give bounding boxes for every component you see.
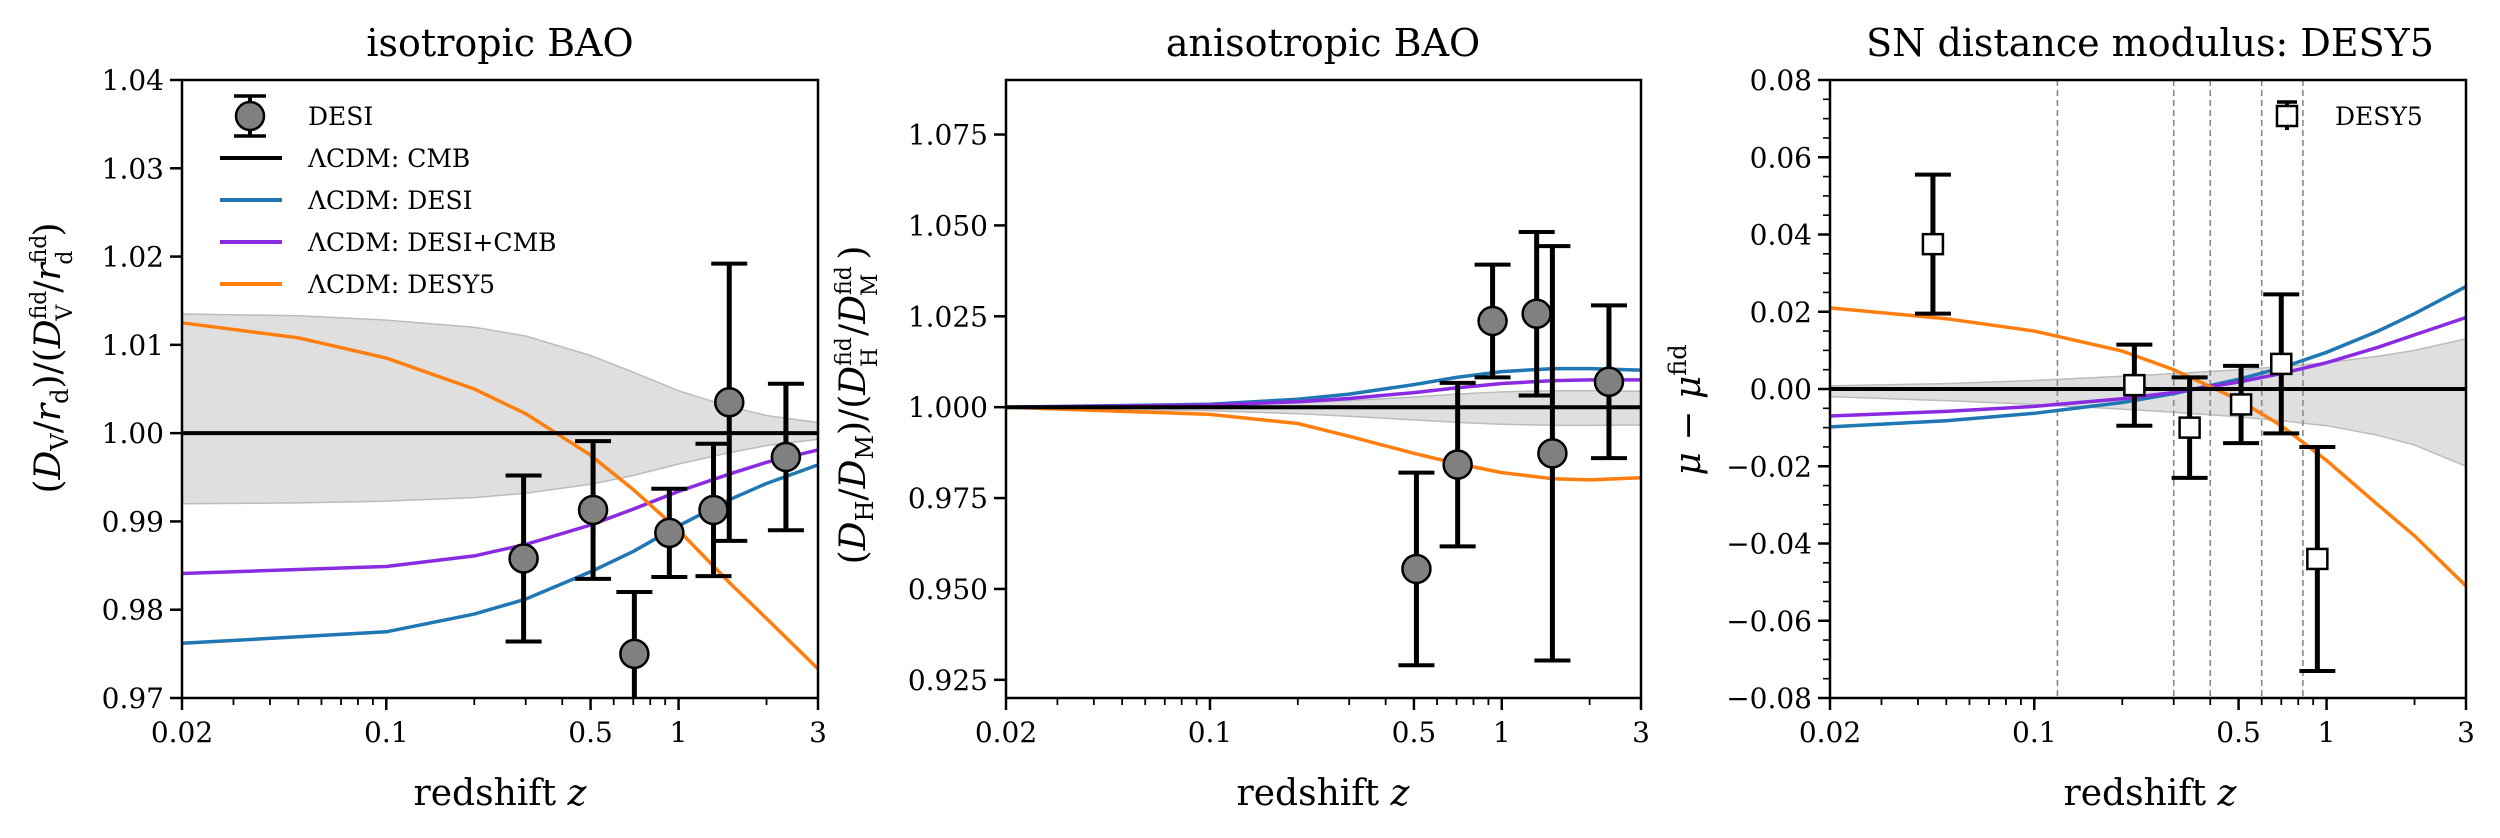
panel-title-sn: SN distance modulus: DESY5 — [1866, 21, 2434, 65]
data-point — [1442, 449, 1473, 480]
x-tick-label: 0.1 — [1188, 716, 1233, 749]
data-point — [2229, 393, 2253, 416]
y-tick-label: −0.08 — [1726, 682, 1812, 715]
legend-label: ΛCDM: DESI — [307, 186, 473, 215]
y-tick-label: 0.00 — [1750, 373, 1812, 406]
x-axis-label-anisotropic: redshift z — [1237, 773, 1411, 814]
cmb-uncertainty-band — [1829, 337, 2467, 468]
legend-label: DESY5 — [2335, 102, 2423, 131]
data-point — [1401, 553, 1432, 585]
axes-frame — [1004, 78, 1643, 700]
panel-anisotropic-bao: anisotropic BAO 0.02 0.1 0.5 1 30.9250.9500.… — [832, 21, 1650, 814]
y-tick-label: 1.04 — [102, 64, 164, 97]
x-tick-label: 1 — [670, 716, 688, 749]
y-axis-label-anisotropic: (DH/DM)/(DfidH/DfidM) — [832, 246, 883, 565]
data-point — [714, 386, 745, 418]
plot-area-sn: 0.02 0.1 0.5 1 3 −0.08 −0.06 −0.04 −0.02 0.00 0.02… — [1726, 64, 2475, 749]
legend-marker-point — [234, 100, 266, 132]
y-tick-label: 0.925 — [908, 664, 988, 697]
x-tick-label: 1 — [2318, 716, 2336, 749]
data-point — [770, 441, 802, 473]
data-point — [2178, 416, 2201, 439]
x-tick-label: 0.02 — [1799, 716, 1861, 749]
data-point — [577, 494, 609, 526]
x-tick-label: 3 — [2457, 716, 2475, 749]
y-tick-label: 0.950 — [908, 573, 988, 606]
x-tick-label: 0.5 — [1392, 716, 1437, 749]
y-tick-label: −0.02 — [1726, 450, 1812, 483]
x-tick-label: 0.1 — [2012, 716, 2057, 749]
panel-title-isotropic: isotropic BAO — [366, 21, 633, 65]
y-tick-label: 1.01 — [102, 329, 164, 362]
data-point — [1537, 438, 1568, 469]
plot-area-anisotropic: 0.02 0.1 0.5 1 3 0.925 0.950 0.975 1.000 1.025 1.0… — [908, 78, 1650, 749]
x-tick-label: 0.1 — [364, 716, 409, 749]
y-axis-label-sn: μ − μfid — [1664, 344, 1709, 475]
y-tick-label: 1.050 — [908, 209, 988, 242]
y-tick-label: 1.03 — [102, 152, 164, 185]
y-tick-label: 1.075 — [908, 119, 988, 152]
y-tick-label: 0.04 — [1750, 219, 1812, 252]
data-point — [508, 543, 539, 574]
x-tick-label: 3 — [809, 716, 827, 749]
legend-label: ΛCDM: DESI+CMB — [307, 228, 557, 257]
y-tick-label: 0.98 — [102, 594, 164, 627]
data-point — [1521, 298, 1552, 329]
legend-label: ΛCDM: CMB — [307, 144, 470, 173]
plot-area-isotropic: 0.02 0.1 0.5 1 3 0.97 0.98 0.99 1.00 1.01 1.02 1.03… — [102, 64, 827, 749]
legend-label: DESI — [308, 102, 373, 131]
model-curve-cdmdesi — [181, 463, 819, 646]
legend-label: ΛCDM: DESY5 — [307, 270, 495, 299]
data-point — [2306, 547, 2329, 571]
y-tick-label: 1.000 — [908, 391, 988, 424]
x-axis-label-sn: redshift z — [2064, 773, 2238, 814]
x-tick-label: 0.5 — [568, 716, 613, 749]
y-tick-label: 0.97 — [102, 682, 164, 715]
panel-sn-distance-modulus: SN distance modulus: DESY5 0.02 0.1 0.5 1 3 −… — [1664, 21, 2475, 814]
data-point — [619, 638, 650, 670]
panel-isotropic-bao: isotropic BAO 0.02 0.1 0.5 1 3 0.97 0.98 0.99 1.… — [27, 21, 827, 814]
y-tick-label: 0.975 — [908, 482, 988, 515]
data-point — [654, 517, 685, 549]
x-tick-label: 3 — [1632, 716, 1650, 749]
y-tick-label: 0.08 — [1750, 64, 1812, 97]
data-point — [1593, 366, 1625, 397]
x-tick-label: 0.5 — [2216, 716, 2261, 749]
data-point — [1921, 232, 1945, 256]
model-curve-cdmdesi+cmb — [1005, 378, 1641, 409]
x-tick-label: 1 — [1493, 716, 1511, 749]
x-tick-label: 0.02 — [975, 716, 1037, 749]
panel-title-anisotropic: anisotropic BAO — [1166, 21, 1480, 65]
x-tick-label: 0.02 — [151, 716, 213, 749]
y-tick-label: 0.02 — [1750, 296, 1812, 329]
axes-frame — [180, 78, 820, 700]
x-axis-label-isotropic: redshift z — [414, 773, 588, 814]
y-tick-label: 0.06 — [1750, 141, 1812, 174]
data-point — [2123, 373, 2146, 397]
legend-marker-point — [2275, 104, 2299, 128]
model-curve-cdmdesi+cmb — [181, 448, 819, 576]
y-tick-label: 1.025 — [908, 300, 988, 333]
data-point — [1477, 305, 1508, 337]
y-tick-label: −0.04 — [1726, 528, 1812, 561]
y-tick-label: 1.02 — [102, 241, 164, 274]
y-axis-label-isotropic: (DV/rd)/(DfidV/rfidd) — [27, 222, 78, 493]
data-point — [2270, 352, 2293, 376]
y-tick-label: −0.06 — [1726, 605, 1812, 638]
y-tick-label: 1.00 — [102, 417, 164, 450]
data-point — [698, 494, 729, 526]
model-curve-cdmdesy — [1005, 405, 1642, 482]
y-tick-label: 0.99 — [102, 505, 164, 538]
